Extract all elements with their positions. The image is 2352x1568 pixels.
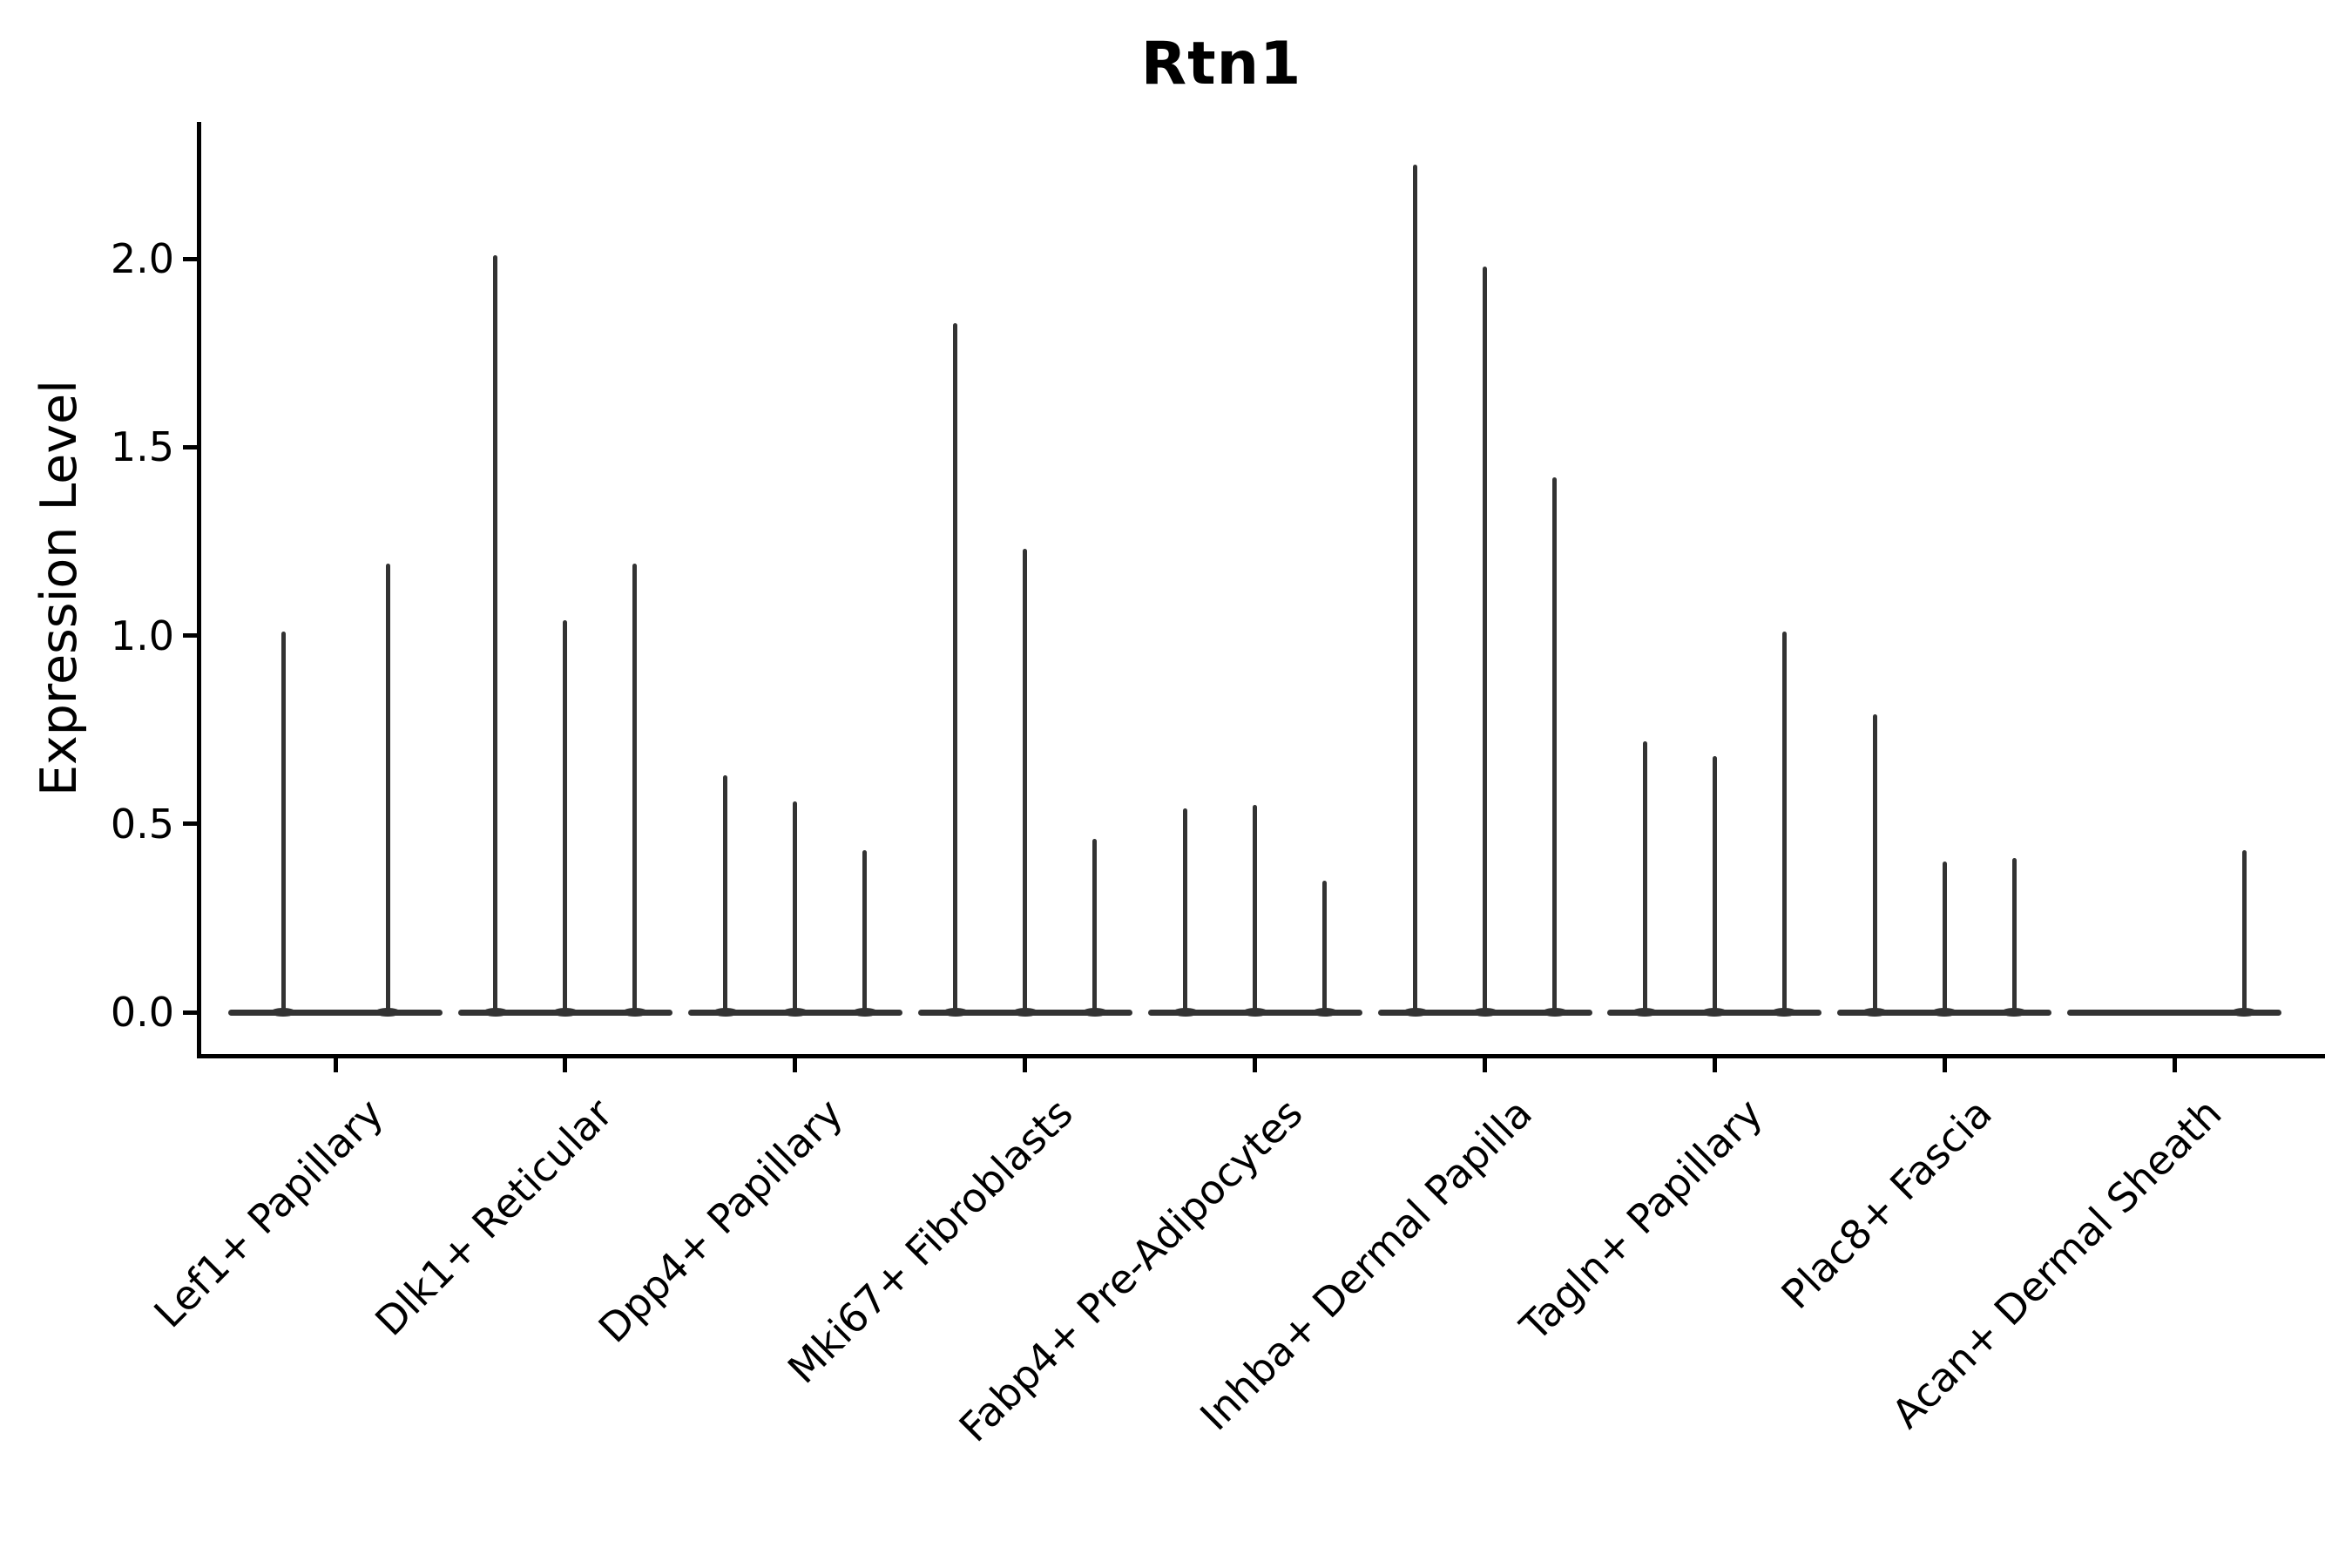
- category-label: Plac8+ Fascia: [1772, 1089, 2002, 1318]
- violin-foot: [1011, 1008, 1038, 1017]
- y-tick-label: 0.5: [110, 800, 174, 848]
- violin-foot: [2001, 1008, 2028, 1017]
- violin-foot: [1471, 1008, 1498, 1017]
- violin-spike: [1552, 476, 1557, 1012]
- violin-spike: [385, 564, 390, 1012]
- violin-spike: [1183, 808, 1188, 1012]
- violin-foot: [375, 1008, 401, 1017]
- violin-foot: [621, 1008, 648, 1017]
- y-tick-mark: [183, 256, 197, 261]
- violin-foot: [1402, 1008, 1429, 1017]
- violin-foot: [1172, 1008, 1199, 1017]
- violin-foot: [2231, 1008, 2258, 1017]
- x-tick-mark: [333, 1058, 338, 1072]
- violin-foot: [482, 1008, 509, 1017]
- violin-baseline: [2067, 1009, 2282, 1016]
- y-tick-label: 1.5: [110, 423, 174, 471]
- violin-foot: [851, 1008, 878, 1017]
- violin-spike: [1872, 714, 1877, 1012]
- violin-spike: [793, 801, 798, 1012]
- violin-spike: [862, 850, 868, 1012]
- violin-spike: [1642, 740, 1647, 1012]
- violin-spike: [1253, 805, 1258, 1012]
- y-tick-mark: [183, 444, 197, 449]
- violin-spike: [493, 254, 498, 1012]
- violin-foot: [551, 1008, 578, 1017]
- violin-spike: [953, 322, 958, 1012]
- violin-foot: [1701, 1008, 1728, 1017]
- violin-spike: [632, 564, 638, 1012]
- violin-spike: [1092, 839, 1098, 1012]
- violin-spike: [1712, 755, 1717, 1012]
- violin-foot: [1862, 1008, 1889, 1017]
- category-label: Dpp4+ Papillary: [589, 1089, 852, 1352]
- violin-spike: [2011, 857, 2017, 1012]
- violin-foot: [1931, 1008, 1958, 1017]
- violin-spike: [1781, 632, 1787, 1012]
- violin-spike: [2241, 850, 2247, 1012]
- violin-spike: [1322, 880, 1328, 1012]
- violin-spike: [563, 620, 568, 1012]
- x-tick-mark: [2172, 1058, 2177, 1072]
- chart-title: Rtn1: [1140, 30, 1302, 98]
- x-tick-mark: [1023, 1058, 1028, 1072]
- y-tick-label: 0.0: [110, 989, 174, 1036]
- y-tick-mark: [183, 633, 197, 638]
- violin-spike: [1413, 164, 1417, 1012]
- violin-spike: [1483, 266, 1487, 1012]
- x-tick-mark: [1942, 1058, 1947, 1072]
- violin-foot: [1311, 1008, 1338, 1017]
- violin-foot: [1541, 1008, 1568, 1017]
- violin-foot: [712, 1008, 739, 1017]
- y-tick-mark: [183, 821, 197, 827]
- x-tick-mark: [1483, 1058, 1487, 1072]
- category-label: Tagln+ Papillary: [1511, 1089, 1772, 1350]
- violin-foot: [270, 1008, 296, 1017]
- x-tick-mark: [1253, 1058, 1258, 1072]
- violin-foot: [1241, 1008, 1268, 1017]
- violin-baseline: [228, 1009, 443, 1016]
- violin-foot: [1081, 1008, 1108, 1017]
- plot-area: [197, 122, 2325, 1058]
- x-tick-mark: [563, 1058, 568, 1072]
- y-tick-mark: [183, 1010, 197, 1015]
- y-tick-label: 1.0: [110, 612, 174, 659]
- violin-foot: [942, 1008, 969, 1017]
- category-label: Dlk1+ Reticular: [366, 1089, 622, 1345]
- x-tick-mark: [793, 1058, 798, 1072]
- violin-foot: [1632, 1008, 1659, 1017]
- violin-foot: [781, 1008, 808, 1017]
- violin-spike: [1023, 549, 1028, 1012]
- violin-spike: [723, 774, 728, 1012]
- violin-spike: [1942, 862, 1947, 1012]
- category-label: Lef1+ Papillary: [144, 1089, 392, 1337]
- y-tick-label: 2.0: [110, 235, 174, 282]
- violin-foot: [1771, 1008, 1798, 1017]
- violin-spike: [280, 632, 286, 1012]
- x-tick-mark: [1712, 1058, 1717, 1072]
